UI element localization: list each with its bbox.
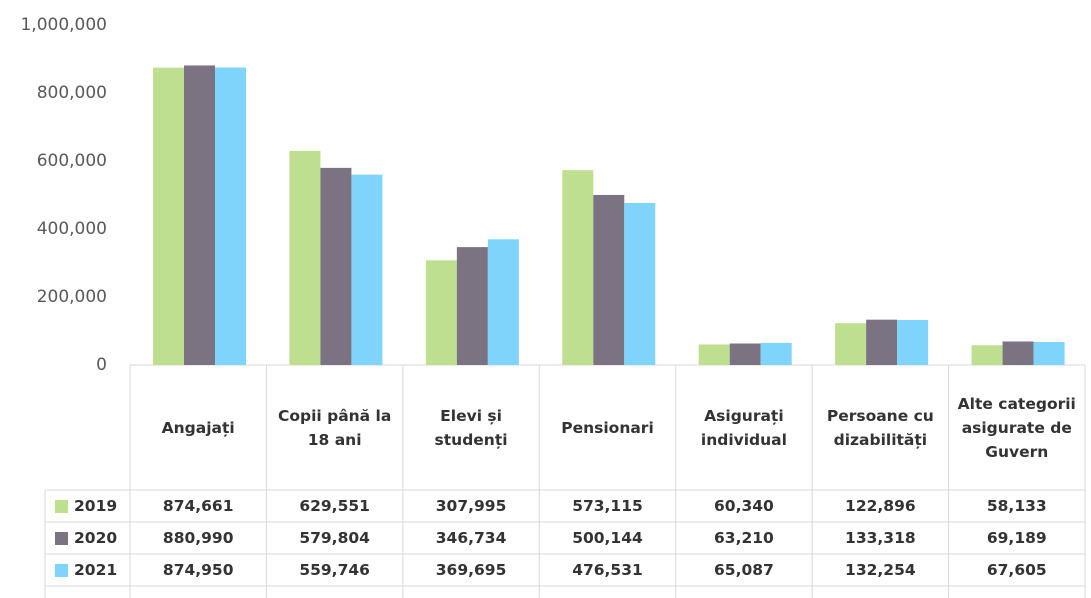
category-label: Pensionari [561, 418, 654, 437]
y-tick-label: 800,000 [37, 83, 107, 103]
legend-swatch [55, 563, 68, 577]
table-cell: 874,661 [162, 497, 234, 515]
table-cell: 65,087 [714, 561, 774, 579]
bar [289, 150, 321, 365]
legend-entry: 2020 [45, 522, 130, 554]
table-cell: 67,605 [986, 561, 1047, 579]
table-cell: 122,896 [845, 497, 916, 515]
y-tick-label: 200,000 [37, 287, 107, 307]
table-cell: 579,804 [299, 529, 370, 547]
bar [835, 323, 867, 365]
bar [698, 344, 730, 365]
bar [562, 170, 594, 365]
legend-entry: 2019 [45, 490, 130, 522]
table-cell: 63,210 [714, 529, 774, 547]
table-cell: 133,318 [845, 529, 916, 547]
table-cell: 874,950 [162, 561, 234, 579]
legend-swatch [55, 499, 68, 513]
table-cell: 69,189 [986, 529, 1047, 547]
table-cell: 346,734 [435, 529, 507, 547]
table-cell: 500,144 [572, 529, 643, 547]
category-label: Persoane cu dizabilități [826, 406, 934, 449]
bar [184, 65, 215, 365]
table-cell: 559,746 [299, 561, 370, 579]
table-cell: 476,531 [572, 561, 643, 579]
bar [487, 239, 519, 365]
table-cell: 60,340 [714, 497, 774, 515]
bar [897, 320, 929, 365]
bar [624, 202, 656, 365]
bar [971, 345, 1003, 365]
y-tick-label: 1,000,000 [20, 15, 107, 35]
table-cell: 573,115 [572, 497, 643, 515]
legend-label: 2019 [74, 497, 118, 515]
bar [215, 67, 246, 365]
bar [1002, 341, 1034, 365]
bar [425, 260, 457, 365]
bar [456, 247, 488, 365]
bar [866, 319, 898, 365]
bar [593, 194, 625, 365]
y-tick-label: 600,000 [37, 151, 107, 171]
bar [729, 343, 761, 365]
table-cell: 307,995 [435, 497, 507, 515]
bar [760, 342, 792, 365]
table-cell: 58,133 [986, 497, 1047, 515]
bar [153, 67, 184, 365]
legend-entry: 2021 [45, 554, 130, 586]
bar [320, 167, 352, 365]
category-label: Asigurați individual [700, 406, 787, 449]
legend-label: 2020 [74, 529, 118, 547]
legend-label: 2021 [74, 561, 118, 579]
category-label: Copii până la 18 ani [277, 406, 392, 449]
bar [1033, 342, 1065, 365]
table-cell: 132,254 [845, 561, 916, 579]
y-tick-label: 400,000 [37, 219, 107, 239]
category-label: Alte categorii asigurate de Guvern [957, 394, 1076, 461]
table-cell: 629,551 [299, 497, 370, 515]
legend-swatch [55, 531, 68, 545]
table-cell: 369,695 [435, 561, 507, 579]
bar [351, 174, 383, 365]
y-tick-label: 0 [96, 355, 107, 375]
category-label: Angajați [161, 418, 235, 437]
table-cell: 880,990 [162, 529, 234, 547]
category-label: Elevi și studenți [434, 406, 508, 449]
